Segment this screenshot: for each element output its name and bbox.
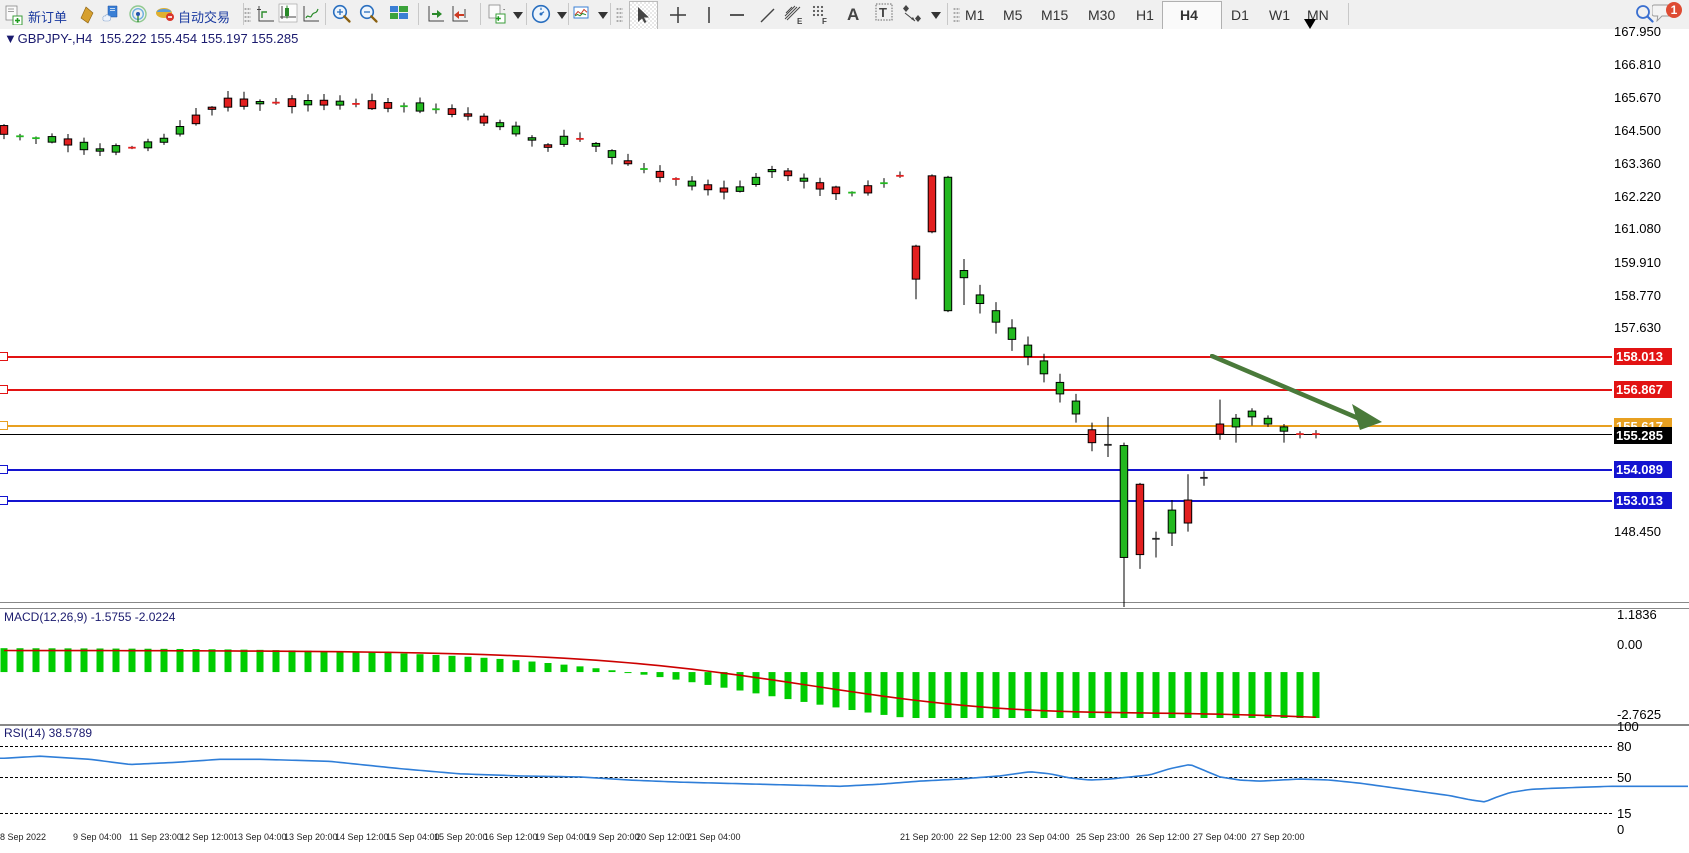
svg-text:F: F bbox=[822, 17, 827, 26]
svg-text:E: E bbox=[797, 17, 803, 26]
svg-text:1: 1 bbox=[1671, 3, 1678, 17]
svg-text:T: T bbox=[879, 5, 887, 20]
